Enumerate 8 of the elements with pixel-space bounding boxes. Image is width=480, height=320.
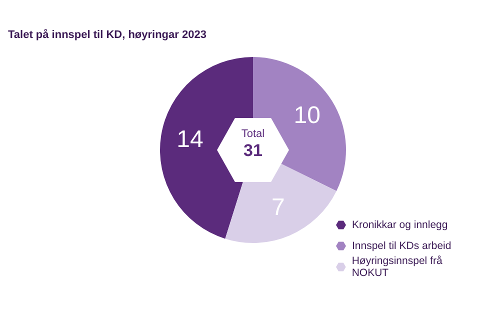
data-label: 14 [176, 126, 204, 153]
text: Total [240, 128, 266, 141]
text: 31 [242, 141, 264, 160]
legend-label: Innspel til KDs arbeid [352, 240, 452, 252]
legend-label: Høyringsinnspel frå NOKUT [352, 254, 444, 278]
data-label: 10 [294, 102, 320, 129]
chart-title: Talet på innspel til KD, høyringar 2023 [8, 29, 206, 41]
legend-label: Kronikkar og innlegg [352, 218, 448, 230]
